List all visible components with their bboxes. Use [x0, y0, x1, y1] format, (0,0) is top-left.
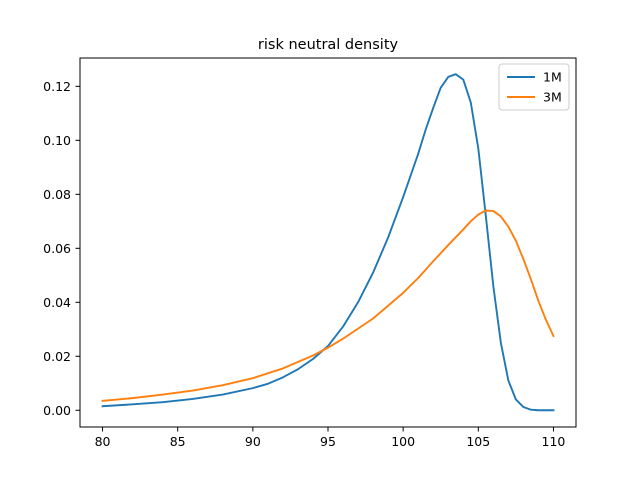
legend-label-3M: 3M	[543, 90, 562, 105]
y-tick-label: 0.00	[43, 403, 71, 418]
x-tick-label: 85	[170, 434, 186, 449]
x-tick-label: 105	[466, 434, 490, 449]
plot-area	[101, 73, 555, 412]
x-tick-label: 100	[391, 434, 415, 449]
chart-title: risk neutral density	[258, 37, 399, 53]
y-tick-label: 0.12	[43, 79, 71, 94]
legend-label-1M: 1M	[543, 70, 562, 85]
x-tick-label: 80	[95, 434, 111, 449]
x-tick-label: 90	[245, 434, 261, 449]
y-tick-label: 0.10	[43, 133, 71, 148]
x-tick-label: 95	[320, 434, 336, 449]
legend-box	[498, 63, 570, 111]
x-tick-label: 110	[542, 434, 566, 449]
series-line-1M	[101, 73, 555, 412]
y-tick-label: 0.04	[43, 295, 71, 310]
series-line-3M	[101, 209, 555, 402]
y-tick-label: 0.06	[43, 241, 71, 256]
y-tick-label: 0.08	[43, 187, 71, 202]
y-tick-label: 0.02	[43, 349, 71, 364]
axes: 80 85 90 95 100 105 110 0.00 0.02 0.04 0.06 0.08 0.1…	[43, 57, 577, 449]
